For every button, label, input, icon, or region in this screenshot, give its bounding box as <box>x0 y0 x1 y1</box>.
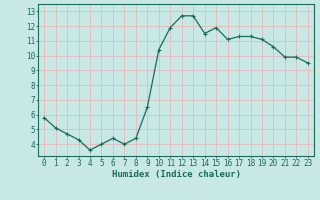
X-axis label: Humidex (Indice chaleur): Humidex (Indice chaleur) <box>111 170 241 179</box>
